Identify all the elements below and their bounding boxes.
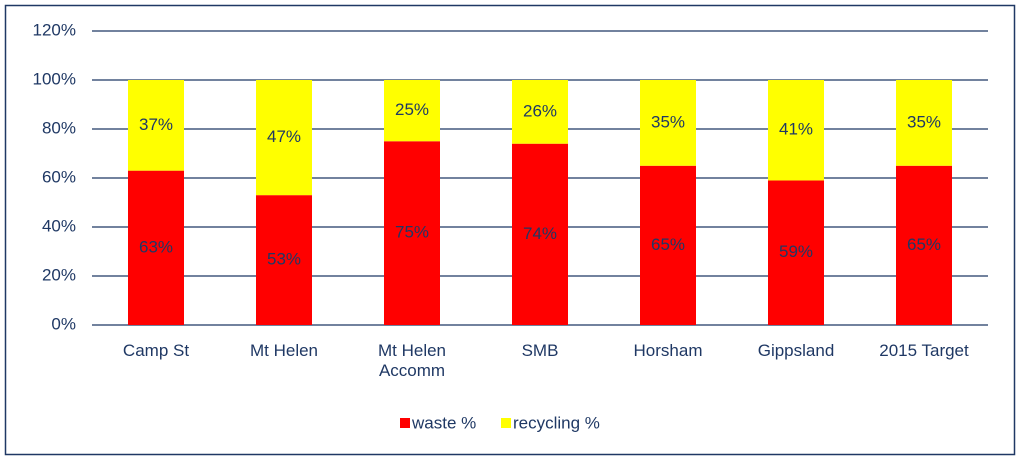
data-label: 35% [651, 112, 685, 131]
data-label: 47% [267, 127, 301, 146]
data-label: 65% [907, 235, 941, 254]
y-tick-label: 60% [42, 167, 76, 186]
bar-segment [512, 80, 568, 144]
data-label: 74% [523, 224, 557, 243]
y-tick-label: 120% [33, 20, 76, 39]
bar-segment [256, 195, 312, 325]
x-tick-label: Mt Helen [249, 341, 319, 360]
legend-swatch [501, 418, 511, 428]
legend-label: recycling % [513, 413, 600, 432]
bar-segment [384, 141, 440, 325]
legend-swatch [400, 418, 410, 428]
bar-segment [896, 80, 952, 166]
y-tick-label: 100% [33, 69, 76, 88]
bar-segment [768, 180, 824, 325]
bar-segment [384, 80, 440, 142]
bar-segment [640, 165, 696, 325]
x-tick-label: Camp St [122, 341, 190, 360]
data-label: 25% [395, 100, 429, 119]
data-label: 35% [907, 112, 941, 131]
bar-segment [128, 80, 184, 171]
bar-segment [768, 80, 824, 181]
y-tick-label: 40% [42, 216, 76, 235]
data-label: 59% [779, 242, 813, 261]
y-tick-label: 80% [42, 118, 76, 137]
x-tick-label: SMB [521, 341, 559, 360]
legend-label: waste % [411, 413, 476, 432]
data-label: 75% [395, 223, 429, 242]
data-label: 53% [267, 250, 301, 269]
bar-segment [512, 143, 568, 325]
bar-segment [896, 165, 952, 325]
data-label: 65% [651, 235, 685, 254]
x-tick-label: Mt Helen Accomm [377, 341, 447, 380]
x-tick-label: Horsham [633, 341, 703, 360]
bar-segment [256, 80, 312, 196]
x-tick-label: Gippsland [757, 341, 835, 360]
y-tick-label: 20% [42, 265, 76, 284]
data-label: 26% [523, 101, 557, 120]
x-tick-label: 2015 Target [879, 341, 969, 360]
data-label: 41% [779, 120, 813, 139]
data-label: 63% [139, 237, 173, 256]
bar-segment [640, 80, 696, 166]
bar-segment [128, 170, 184, 325]
data-label: 37% [139, 115, 173, 134]
y-tick-label: 0% [51, 314, 76, 333]
